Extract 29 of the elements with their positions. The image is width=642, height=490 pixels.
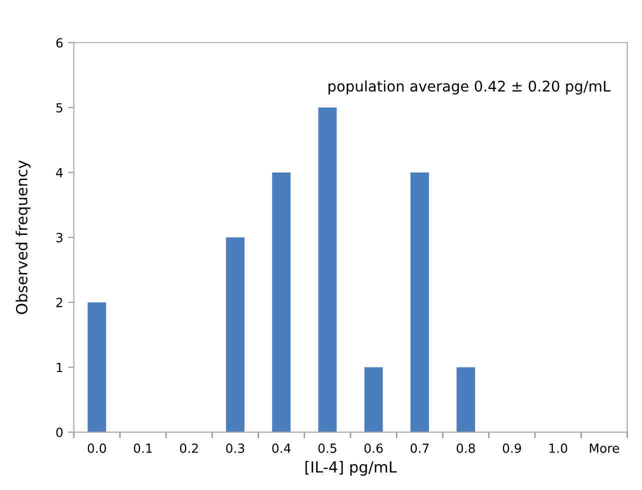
y-tick-label: 4 [56,168,63,178]
bar [456,367,476,432]
x-tick-label: 0.4 [272,444,291,453]
x-tick-label: More [590,444,619,453]
x-tick-label: 1.0 [549,444,568,453]
x-tick-label: 0.0 [88,444,106,453]
bar [364,367,383,432]
annotation: population average 0.42 ± 0.20 pg/mL [328,80,611,94]
x-tick-label: 0.3 [226,444,244,453]
x-tick-label: 0.9 [502,444,522,453]
x-tick-label: 0.5 [318,444,336,453]
y-tick-label: 3 [56,232,62,242]
x-tick-label: 0.2 [180,444,198,453]
bar [410,172,429,432]
x-tick-label: 0.6 [364,444,383,453]
y-tick-label: 2 [56,298,62,308]
bar [318,108,337,432]
bar [88,302,106,432]
y-axis-title: Observed frequency [16,160,30,314]
x-tick-label: 0.8 [456,444,475,453]
x-axis-title: [IL-4] pg/mL [305,460,397,476]
x-tick-label: 0.1 [134,444,152,453]
bar [272,172,291,432]
y-tick-label: 6 [56,38,63,48]
y-tick-label: 5 [56,103,62,112]
bar [226,237,244,432]
y-tick-label: 1 [56,362,62,372]
y-tick-label: 0 [56,428,63,438]
x-tick-label: 0.7 [410,444,429,453]
